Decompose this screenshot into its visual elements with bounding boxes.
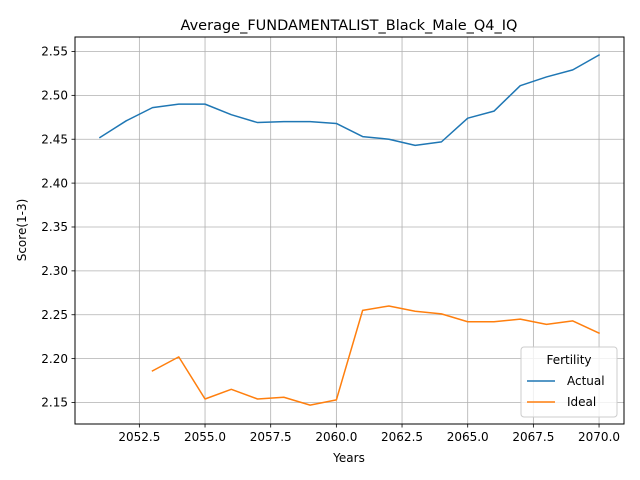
legend-title: Fertility bbox=[546, 353, 591, 367]
series-layer bbox=[98, 53, 601, 406]
y-tick-label: 2.30 bbox=[41, 264, 68, 278]
x-tick-label: 2055.0 bbox=[184, 430, 226, 444]
x-axis-label: Years bbox=[332, 451, 365, 465]
series-line-actual bbox=[98, 53, 601, 147]
x-tick-label: 2070.0 bbox=[578, 430, 620, 444]
x-tick-label: 2065.0 bbox=[447, 430, 489, 444]
y-tick-label: 2.45 bbox=[41, 132, 68, 146]
y-tick-label: 2.20 bbox=[41, 352, 68, 366]
series-line-ideal bbox=[151, 305, 601, 406]
y-tick-label: 2.50 bbox=[41, 89, 68, 103]
x-tick-label: 2052.5 bbox=[118, 430, 160, 444]
x-tick-label: 2067.5 bbox=[512, 430, 554, 444]
x-tick-label: 2062.5 bbox=[381, 430, 423, 444]
plot-frame bbox=[74, 36, 625, 425]
y-tick-label: 2.40 bbox=[41, 176, 68, 190]
legend-box bbox=[520, 346, 618, 418]
chart-title: Average_FUNDAMENTALIST_Black_Male_Q4_IQ bbox=[181, 18, 518, 34]
y-tick-label: 2.55 bbox=[41, 45, 68, 59]
x-axis: 2052.5 2055.0 2057.5 2060.0 2062.5 2065.0 2067… bbox=[118, 424, 620, 444]
legend-label-ideal: Ideal bbox=[567, 395, 596, 409]
y-tick-label: 2.35 bbox=[41, 220, 68, 234]
y-tick-label: 2.25 bbox=[41, 308, 68, 322]
y-axis: 2.15 2.20 2.25 2.30 2.35 2.40 2.45 2.50 2.55 bbox=[41, 45, 75, 410]
legend: Fertility Actual Ideal bbox=[520, 346, 618, 418]
x-tick-label: 2057.5 bbox=[250, 430, 292, 444]
y-tick-label: 2.15 bbox=[41, 396, 68, 410]
legend-label-actual: Actual bbox=[567, 374, 605, 388]
y-axis-label: Score(1-3) bbox=[15, 199, 29, 262]
x-tick-label: 2060.0 bbox=[315, 430, 357, 444]
